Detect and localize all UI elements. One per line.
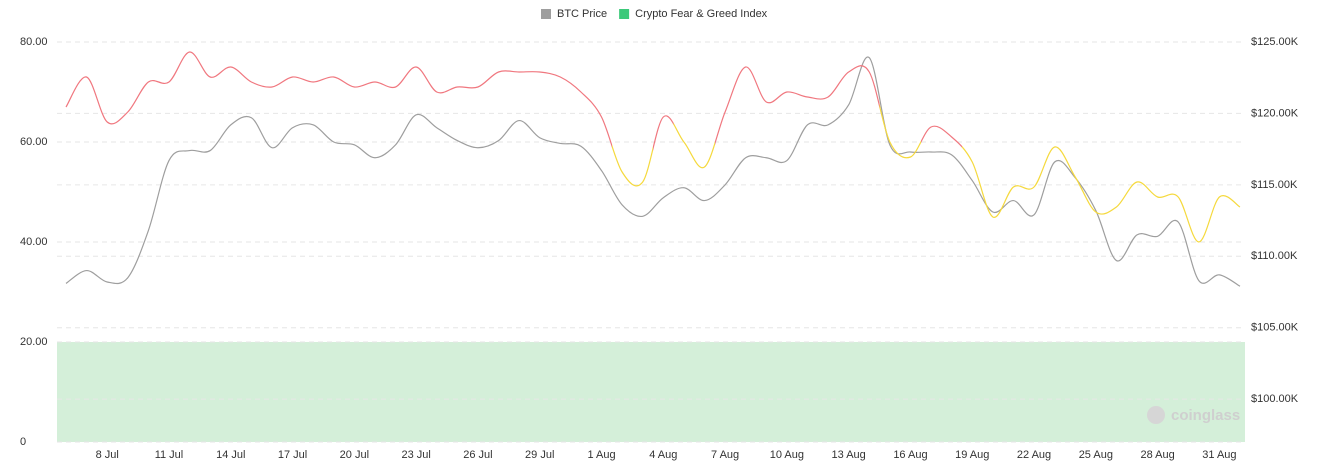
- x-tick-label: 11 Jul: [155, 449, 184, 461]
- x-tick-label: 23 Jul: [401, 449, 430, 461]
- y2-tick-label: $100.00K: [1251, 393, 1299, 405]
- x-tick-label: 31 Aug: [1202, 449, 1236, 461]
- x-tick-label: 16 Aug: [893, 449, 927, 461]
- y-tick-label: 60.00: [20, 136, 48, 148]
- series-line: [65, 51, 1241, 243]
- y2-tick-label: $120.00K: [1251, 107, 1299, 119]
- y2-tick-label: $115.00K: [1251, 179, 1298, 191]
- x-tick-label: 29 Jul: [525, 449, 554, 461]
- x-tick-label: 14 Jul: [216, 449, 245, 461]
- watermark: coinglass: [1171, 407, 1240, 424]
- x-tick-label: 25 Aug: [1079, 449, 1113, 461]
- y-tick-label: 20.00: [20, 336, 48, 348]
- y-tick-label: 0: [20, 436, 26, 448]
- x-tick-label: 19 Aug: [955, 449, 989, 461]
- y-tick-label: 40.00: [20, 236, 48, 248]
- x-tick-label: 26 Jul: [463, 449, 492, 461]
- x-tick-label: 28 Aug: [1140, 449, 1174, 461]
- x-tick-label: 8 Jul: [96, 449, 119, 461]
- x-tick-label: 13 Aug: [832, 449, 866, 461]
- y2-tick-label: $125.00K: [1251, 36, 1299, 48]
- y2-tick-label: $105.00K: [1251, 322, 1299, 334]
- legend-swatch: [541, 9, 551, 19]
- x-tick-label: 7 Aug: [711, 449, 739, 461]
- x-tick-label: 1 Aug: [587, 449, 615, 461]
- legend-label: BTC Price: [557, 8, 607, 20]
- fear-zone: [57, 342, 1245, 442]
- watermark-icon: [1147, 406, 1165, 424]
- legend-swatch: [619, 9, 630, 19]
- x-tick-label: 20 Jul: [340, 449, 369, 461]
- legend-label: Crypto Fear & Greed Index: [635, 8, 768, 20]
- x-tick-label: 17 Jul: [278, 449, 307, 461]
- y2-tick-label: $110.00K: [1251, 250, 1298, 262]
- x-tick-label: 4 Aug: [649, 449, 677, 461]
- y-tick-label: 80.00: [20, 36, 48, 48]
- series-line: [65, 56, 1241, 287]
- x-tick-label: 22 Aug: [1017, 449, 1051, 461]
- x-tick-label: 10 Aug: [770, 449, 804, 461]
